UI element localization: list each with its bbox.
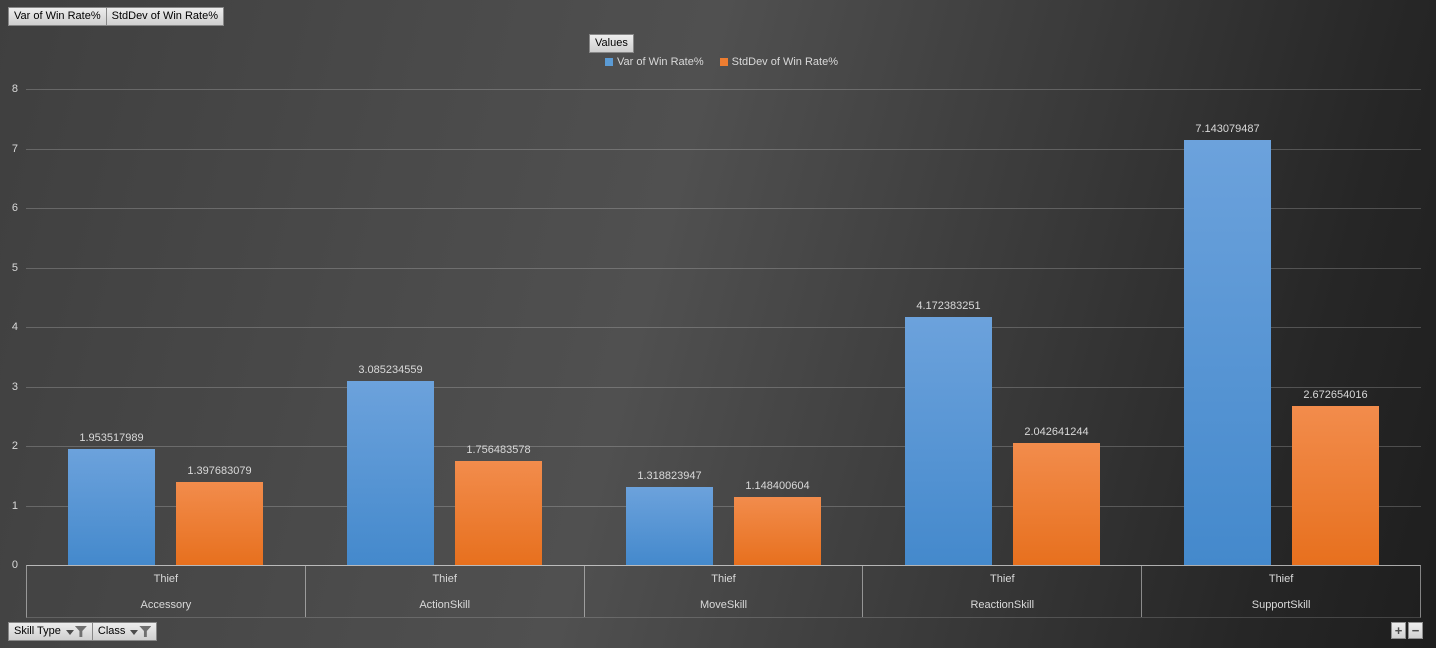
category-skill-label: ActionSkill [419,599,471,611]
grid-line [26,446,1421,447]
y-tick-label: 1 [11,499,18,512]
skill-type-filter-button[interactable]: Skill Type [8,622,93,641]
y-tick-label: 2 [11,440,18,452]
grid-line [26,327,1421,328]
grid-line [26,208,1421,209]
data-label: 1.756483578 [466,443,531,456]
category-class-label: Thief [153,573,179,585]
category-class-label: Thief [432,573,457,585]
category-skill-label: Accessory [140,599,192,611]
category-class-label: Thief [1268,573,1294,585]
chart-legend: Var of Win Rate% StdDev of Win Rate% [605,56,838,68]
data-label: 2.672654016 [1303,388,1368,401]
axis-field-buttons: Skill Type Class [8,622,158,641]
skill-type-filter-label: Skill Type [14,625,61,637]
expand-collapse-buttons: + − [1391,622,1423,639]
grid-line [26,505,1421,507]
y-tick-label: 4 [11,321,18,333]
legend-entry[interactable]: Var of Win Rate% [605,56,704,68]
plot-area: 1.953517989 3.085234559 1.318823947 4.17238… [26,89,1421,565]
legend-entry[interactable]: StdDev of Win Rate% [719,56,838,68]
data-label: 7.143079487 [1195,123,1260,135]
field-button-stddev-of-win-rate[interactable]: StdDev of Win Rate% [105,7,224,26]
category-cell: Thief SupportSkill [1142,566,1420,617]
bar-stddev-of-win-rate-[interactable] [1292,405,1379,565]
bar-stddev-of-win-rate-[interactable] [455,460,542,565]
data-label: 1.953517989 [79,431,144,444]
data-label: 4.172383251 [916,299,981,312]
field-button-var-of-win-rate[interactable]: Var of Win Rate% [8,7,107,26]
y-tick-label: 0 [11,559,18,571]
bar-var-of-win-rate-[interactable] [626,486,713,565]
legend-swatch-icon [719,58,728,66]
y-tick-label: 3 [11,380,18,393]
category-skill-label: ReactionSkill [970,599,1035,611]
category-cell: Thief Accessory [27,566,306,617]
y-tick-label: 5 [11,261,18,274]
filter-funnel-icon [74,626,87,637]
bar-stddev-of-win-rate-[interactable] [1013,443,1100,565]
data-label: 1.148400604 [745,479,810,492]
y-tick-label: 7 [11,142,18,155]
bar-stddev-of-win-rate-[interactable] [734,496,821,565]
category-axis: Thief Accessory Thief ActionSkill Thief MoveS… [26,565,1421,618]
filter-funnel-icon [139,626,152,637]
grid-line [26,386,1421,388]
data-label: 2.042641244 [1024,426,1089,439]
category-cell: Thief MoveSkill [585,566,864,617]
y-tick-label: 8 [11,83,18,95]
data-label: 1.397683079 [187,464,252,477]
grid-line [26,89,1421,90]
value-field-buttons: Var of Win Rate% StdDev of Win Rate% [8,7,224,26]
dropdown-arrow-icon [65,630,74,635]
bar-var-of-win-rate-[interactable] [905,316,992,565]
data-label: 1.318823947 [637,469,702,482]
y-tick-label: 6 [11,202,18,214]
collapse-field-button[interactable]: − [1408,622,1423,639]
bar-stddev-of-win-rate-[interactable] [176,481,263,565]
data-label: 3.085234559 [358,364,423,377]
class-filter-label: Class [97,625,126,637]
values-field-button[interactable]: Values [589,34,634,53]
dropdown-arrow-icon [130,630,139,635]
legend-swatch-icon [605,58,613,66]
category-cell: Thief ReactionSkill [863,566,1143,617]
legend-label: Var of Win Rate% [617,56,704,68]
class-filter-button[interactable]: Class [91,622,158,641]
category-skill-label: MoveSkill [699,599,748,611]
bar-var-of-win-rate-[interactable] [347,381,434,565]
grid-line [26,148,1421,150]
category-cell: Thief ActionSkill [306,566,585,617]
legend-label: StdDev of Win Rate% [731,56,838,68]
expand-field-button[interactable]: + [1391,622,1406,639]
category-class-label: Thief [711,573,736,585]
category-skill-label: SupportSkill [1251,599,1311,611]
grid-line [26,267,1421,269]
bar-var-of-win-rate-[interactable] [1184,140,1271,565]
bar-var-of-win-rate-[interactable] [68,448,155,565]
category-class-label: Thief [990,573,1015,585]
